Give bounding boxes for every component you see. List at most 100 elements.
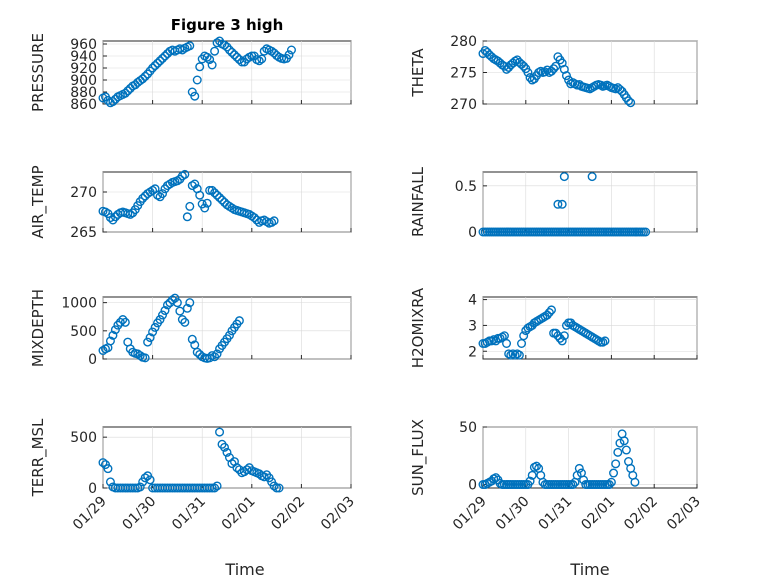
data-point bbox=[130, 483, 140, 493]
y-tick-label: 0.5 bbox=[455, 179, 477, 195]
data-point bbox=[234, 316, 244, 326]
data-point bbox=[546, 305, 556, 315]
data-point bbox=[514, 350, 524, 360]
data-point bbox=[553, 199, 563, 209]
y-axis-label: AIR_TEMP bbox=[29, 165, 48, 238]
data-point bbox=[574, 463, 584, 473]
data-point bbox=[160, 306, 170, 316]
plot-area bbox=[482, 296, 698, 360]
data-point bbox=[145, 475, 155, 485]
data-point bbox=[215, 193, 225, 203]
data-point bbox=[172, 298, 182, 308]
data-point bbox=[158, 310, 168, 320]
data-point bbox=[621, 445, 631, 455]
data-point bbox=[527, 470, 537, 480]
data-point bbox=[232, 463, 242, 473]
data-point bbox=[600, 336, 610, 346]
data-point bbox=[626, 98, 636, 108]
data-point bbox=[220, 40, 230, 50]
data-point bbox=[557, 199, 567, 209]
data-point bbox=[557, 336, 567, 346]
y-tick-label: 500 bbox=[70, 430, 97, 446]
data-point bbox=[624, 96, 634, 106]
data-point bbox=[630, 477, 640, 487]
panel-mixdepth: 0 500 1000 MIXDEPTH bbox=[29, 289, 352, 368]
data-point bbox=[609, 468, 619, 478]
x-axis-label: Time bbox=[224, 560, 264, 579]
panel-air-temp: 265 270 AIR_TEMP bbox=[29, 165, 352, 241]
plot-area bbox=[482, 426, 698, 489]
data-point bbox=[162, 300, 172, 310]
data-point bbox=[205, 353, 215, 363]
x-tick-label: 02/02 bbox=[268, 494, 308, 534]
data-point bbox=[98, 458, 108, 468]
x-tick-label: 02/03 bbox=[664, 494, 704, 534]
x-tick-label: 01/29 bbox=[70, 494, 110, 534]
data-point bbox=[145, 333, 155, 343]
x-tick-label: 01/31 bbox=[536, 494, 576, 534]
data-point bbox=[212, 349, 222, 359]
x-tick-label: 01/30 bbox=[120, 494, 160, 534]
data-point bbox=[167, 295, 177, 305]
data-point bbox=[143, 337, 153, 347]
data-point bbox=[185, 298, 195, 308]
data-point bbox=[220, 442, 230, 452]
data-point bbox=[175, 306, 185, 316]
data-point bbox=[641, 227, 651, 237]
data-point bbox=[559, 172, 569, 182]
x-tick-label: 01/30 bbox=[493, 494, 533, 534]
data-point bbox=[559, 331, 569, 341]
data-point bbox=[207, 185, 217, 195]
x-tick-label: 02/01 bbox=[219, 494, 259, 534]
data-point bbox=[523, 67, 533, 77]
data-point bbox=[135, 351, 145, 361]
panel-terr-msl: 0 500 TERR_MSL bbox=[29, 418, 352, 497]
data-point bbox=[227, 47, 237, 57]
y-tick-label: 50 bbox=[459, 420, 477, 436]
y-axis-label: RAINFALL bbox=[409, 166, 427, 237]
y-tick-label: 2 bbox=[468, 344, 477, 360]
data-point bbox=[222, 447, 232, 457]
data-point bbox=[286, 45, 296, 55]
panel-theta: 270 275 280 THETA bbox=[409, 34, 698, 113]
y-tick-label: 275 bbox=[450, 66, 477, 82]
y-axis-label: SUN_FLUX bbox=[409, 419, 428, 496]
data-point bbox=[254, 56, 264, 66]
data-point bbox=[192, 347, 202, 357]
data-point bbox=[502, 339, 512, 349]
data-point bbox=[249, 213, 259, 223]
data-point bbox=[212, 190, 222, 200]
data-point bbox=[519, 61, 529, 71]
data-point bbox=[542, 65, 552, 75]
data-point bbox=[180, 169, 190, 179]
y-tick-label: 0 bbox=[468, 478, 477, 494]
data-point bbox=[182, 212, 192, 222]
data-point bbox=[544, 308, 554, 318]
data-point bbox=[123, 86, 133, 96]
data-point bbox=[210, 352, 220, 362]
y-axis-label: MIXDEPTH bbox=[29, 289, 47, 367]
data-point bbox=[110, 325, 120, 335]
data-point bbox=[604, 480, 614, 490]
data-point bbox=[212, 481, 222, 491]
data-point bbox=[613, 447, 623, 457]
data-point bbox=[155, 315, 165, 325]
data-point bbox=[615, 438, 625, 448]
y-tick-label: 960 bbox=[70, 37, 97, 53]
data-point bbox=[210, 188, 220, 198]
data-point bbox=[120, 88, 130, 98]
y-tick-label: 500 bbox=[70, 324, 97, 340]
data-point bbox=[561, 71, 571, 81]
data-point bbox=[205, 55, 215, 65]
data-point bbox=[568, 480, 578, 490]
data-point bbox=[140, 473, 150, 483]
data-point bbox=[170, 293, 180, 303]
data-point bbox=[160, 51, 170, 61]
data-point bbox=[525, 476, 535, 486]
y-tick-label: 880 bbox=[70, 85, 97, 101]
data-point bbox=[140, 353, 150, 363]
data-point bbox=[606, 477, 616, 487]
data-point bbox=[182, 303, 192, 313]
data-point bbox=[200, 203, 210, 213]
